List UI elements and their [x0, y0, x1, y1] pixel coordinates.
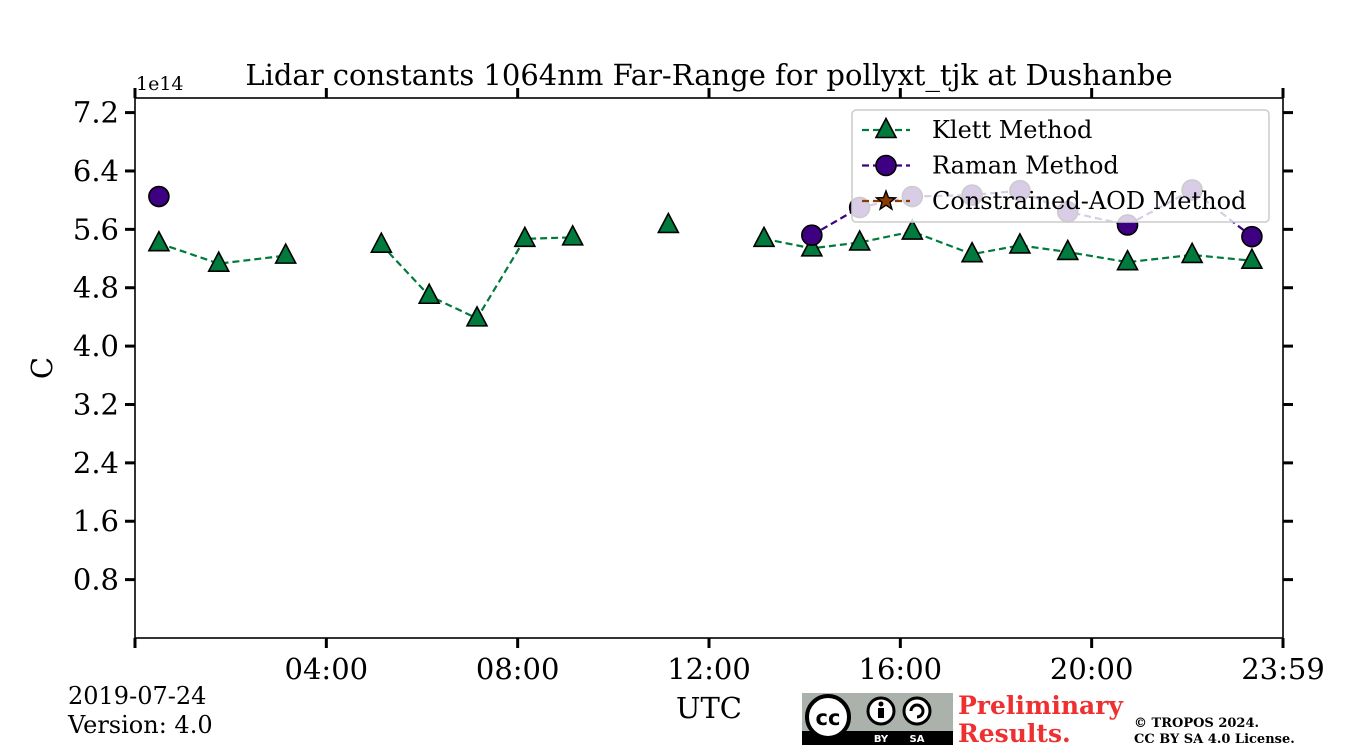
cc-sa-text: SA	[910, 734, 925, 745]
data-point	[1240, 247, 1264, 270]
data-point	[513, 225, 537, 248]
data-point	[1116, 248, 1139, 271]
copyright-line-1: © TROPOS 2024.	[1134, 716, 1260, 731]
legend-label: Constrained-AOD Method	[932, 187, 1246, 215]
x-tick-label: 23:59	[1241, 652, 1325, 686]
chart-title: Lidar constants 1064nm Far-Range for pol…	[245, 58, 1172, 93]
data-point	[274, 242, 298, 264]
y-multiplier-label: 1e14	[136, 73, 184, 95]
x-tick-label: 08:00	[476, 652, 560, 686]
y-tick-label: 4.8	[73, 271, 119, 305]
legend-box	[851, 109, 1270, 223]
y-axis-label: C	[25, 357, 59, 379]
cc-by-text: BY	[874, 734, 889, 745]
y-tick-label: 7.2	[73, 96, 119, 130]
data-point	[1241, 225, 1263, 248]
x-tick-label: 04:00	[285, 652, 369, 686]
legend-marker	[875, 154, 897, 177]
data-point	[848, 229, 872, 251]
data-point	[417, 282, 441, 305]
legend-item: Klett Method	[862, 116, 1092, 144]
legend-label: Raman Method	[932, 152, 1119, 180]
copyright-line-2: CC BY SA 4.0 License.	[1134, 732, 1295, 747]
y-tick-label: 2.4	[73, 446, 119, 480]
preliminary-results-note: Preliminary Results.	[958, 692, 1123, 748]
legend-item: Constrained-AOD Method	[862, 187, 1246, 215]
legend-marker	[874, 189, 898, 211]
data-point	[148, 185, 170, 208]
y-tick-label: 0.8	[73, 563, 119, 597]
preliminary-line-2: Results.	[958, 719, 1071, 748]
version-label: Version: 4.0	[68, 711, 213, 739]
data-point	[900, 218, 924, 240]
data-point	[800, 235, 824, 257]
preliminary-line-1: Preliminary	[958, 691, 1123, 720]
y-tick-label: 1.6	[73, 504, 119, 538]
y-tick-label: 3.2	[73, 387, 119, 421]
x-tick-label: 16:00	[859, 652, 943, 686]
data-point	[1056, 238, 1080, 261]
data-point	[561, 224, 585, 246]
data-point	[1008, 232, 1032, 254]
series-klett-method	[147, 211, 1264, 327]
y-tick-label: 4.0	[73, 329, 119, 363]
y-tick-label: 5.6	[73, 212, 119, 246]
data-point	[1180, 241, 1204, 264]
data-point	[147, 229, 171, 252]
legend-marker	[874, 116, 898, 139]
x-tick-label: 12:00	[667, 652, 751, 686]
data-point	[465, 305, 489, 327]
data-point	[960, 240, 984, 263]
series-line	[763, 230, 1253, 264]
y-tick-label: 6.4	[73, 154, 119, 188]
data-point	[752, 225, 776, 248]
data-point	[657, 211, 680, 234]
x-axis-label: UTC	[676, 691, 742, 725]
legend-label: Klett Method	[932, 116, 1092, 144]
data-point	[207, 250, 231, 272]
x-tick-label: 20:00	[1050, 652, 1134, 686]
data-point	[370, 231, 393, 253]
legend-item: Raman Method	[862, 152, 1119, 180]
cc-by-sa-badge-icon: cc BY SA	[802, 693, 953, 745]
data-point	[801, 224, 823, 246]
copyright-note: © TROPOS 2024. CC BY SA 4.0 License.	[1134, 716, 1295, 748]
date-label: 2019-07-24	[68, 682, 207, 710]
legend: Klett Method Raman Method Constrained-AOD …	[851, 109, 1270, 223]
cc-logo-text: cc	[816, 706, 841, 730]
